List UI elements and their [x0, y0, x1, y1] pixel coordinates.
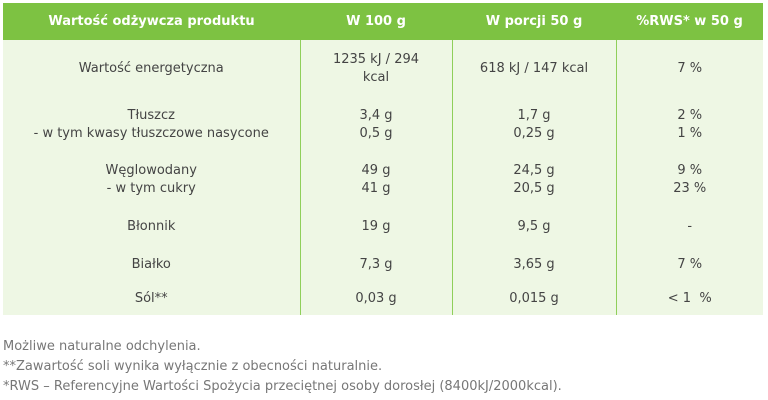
cell-line: 1 % — [677, 126, 703, 141]
cell-line: Wartość energetyczna — [78, 60, 224, 76]
cell-line: 0,5 g — [359, 126, 393, 141]
table-cell: Węglowodany - w tym cukry — [3, 153, 300, 207]
header-cell: %RWS* w 50 g — [616, 3, 763, 40]
cell-line: 3,65 g — [513, 257, 555, 272]
cell-line: 1,7 g — [517, 108, 551, 123]
table-cell: 7,3 g — [299, 247, 452, 283]
table-cell: Białko — [3, 247, 300, 283]
table-cell: 1235 kJ / 294 kcal — [299, 40, 452, 97]
table-cell: 24,5 g 20,5 g — [451, 153, 616, 207]
table-cell: 3,65 g — [451, 247, 616, 283]
header-cell: Wartość odżywcza produktu — [3, 3, 300, 40]
cell-line: 19 g — [361, 219, 391, 234]
footnote: Możliwe naturalne odchylenia. — [3, 339, 201, 354]
cell-line: 1235 kJ / 294 kcal — [332, 51, 424, 85]
cell-line: - — [687, 219, 693, 234]
footnotes: Możliwe naturalne odchylenia. **Zawartość… — [3, 337, 562, 397]
table-cell: 7 % — [615, 40, 763, 97]
table-cell: 7 % — [615, 247, 763, 283]
cell-line: 9 % — [677, 163, 703, 178]
table-row: Białko 7,3 g 3,65 g 7 % — [3, 247, 763, 283]
cell-line: 7,3 g — [359, 257, 393, 272]
cell-line: - w tym kwasy tłuszczowe nasycone — [33, 126, 269, 141]
table-cell: 1,7 g 0,25 g — [451, 97, 616, 153]
cell-line: Sól** — [134, 291, 168, 306]
table-cell: Wartość energetyczna — [3, 40, 300, 97]
cell-line: Węglowodany — [105, 163, 197, 178]
cell-line: 618 kJ / 147 kcal — [479, 60, 589, 76]
table-row: Błonnik 19 g 9,5 g - — [3, 207, 763, 247]
table-row: Tłuszcz - w tym kwasy tłuszczowe nasycone… — [3, 97, 763, 153]
table-cell: 0,03 g — [299, 283, 452, 315]
table-cell: 618 kJ / 147 kcal — [451, 40, 616, 97]
cell-line: 24,5 g — [513, 163, 555, 178]
header-cell: W 100 g — [300, 3, 452, 40]
cell-line: 7 % — [677, 257, 703, 272]
cell-line: 41 g — [361, 181, 391, 196]
cell-line: < 1 % — [667, 291, 712, 306]
table-cell: 2 % 1 % — [615, 97, 763, 153]
cell-line: 0,015 g — [509, 291, 559, 306]
cell-line: Białko — [131, 257, 171, 272]
cell-line: 7 % — [677, 60, 703, 76]
cell-line: 49 g — [361, 163, 391, 178]
cell-line: Błonnik — [127, 219, 176, 234]
table-cell: 9 % 23 % — [615, 153, 763, 207]
table-body: Wartość energetyczna 1235 kJ / 294 kcal 61… — [3, 40, 763, 315]
cell-line: Tłuszcz — [127, 108, 175, 123]
table-cell: 3,4 g 0,5 g — [299, 97, 452, 153]
cell-line: 9,5 g — [517, 219, 551, 234]
table-cell: 9,5 g — [451, 207, 616, 247]
cell-line: 3,4 g — [359, 108, 393, 123]
table-row: Węglowodany - w tym cukry 49 g 41 g 24,5 g 20… — [3, 153, 763, 207]
table-cell: - — [615, 207, 763, 247]
cell-line: - w tym cukry — [106, 181, 196, 196]
table-cell: 0,015 g — [451, 283, 616, 315]
header-cell: W porcji 50 g — [452, 3, 616, 40]
table-cell: 49 g 41 g — [299, 153, 452, 207]
table-cell: 19 g — [299, 207, 452, 247]
table-cell: < 1 % — [615, 283, 763, 315]
table-cell: Tłuszcz - w tym kwasy tłuszczowe nasycone — [3, 97, 300, 153]
table-row: Sól** 0,03 g 0,015 g < 1 % — [3, 283, 763, 315]
cell-line: 23 % — [673, 181, 707, 196]
cell-line: 2 % — [677, 108, 703, 123]
cell-line: 20,5 g — [513, 181, 555, 196]
table-cell: Błonnik — [3, 207, 300, 247]
cell-line: 0,03 g — [355, 291, 397, 306]
table-row: Wartość energetyczna 1235 kJ / 294 kcal 61… — [3, 40, 763, 97]
footnote: *RWS – Referencyjne Wartości Spożycia pr… — [3, 379, 562, 394]
cell-line: 0,25 g — [513, 126, 555, 141]
footnote: **Zawartość soli wynika wyłącznie z obec… — [3, 359, 383, 374]
table-cell: Sól** — [3, 283, 300, 315]
